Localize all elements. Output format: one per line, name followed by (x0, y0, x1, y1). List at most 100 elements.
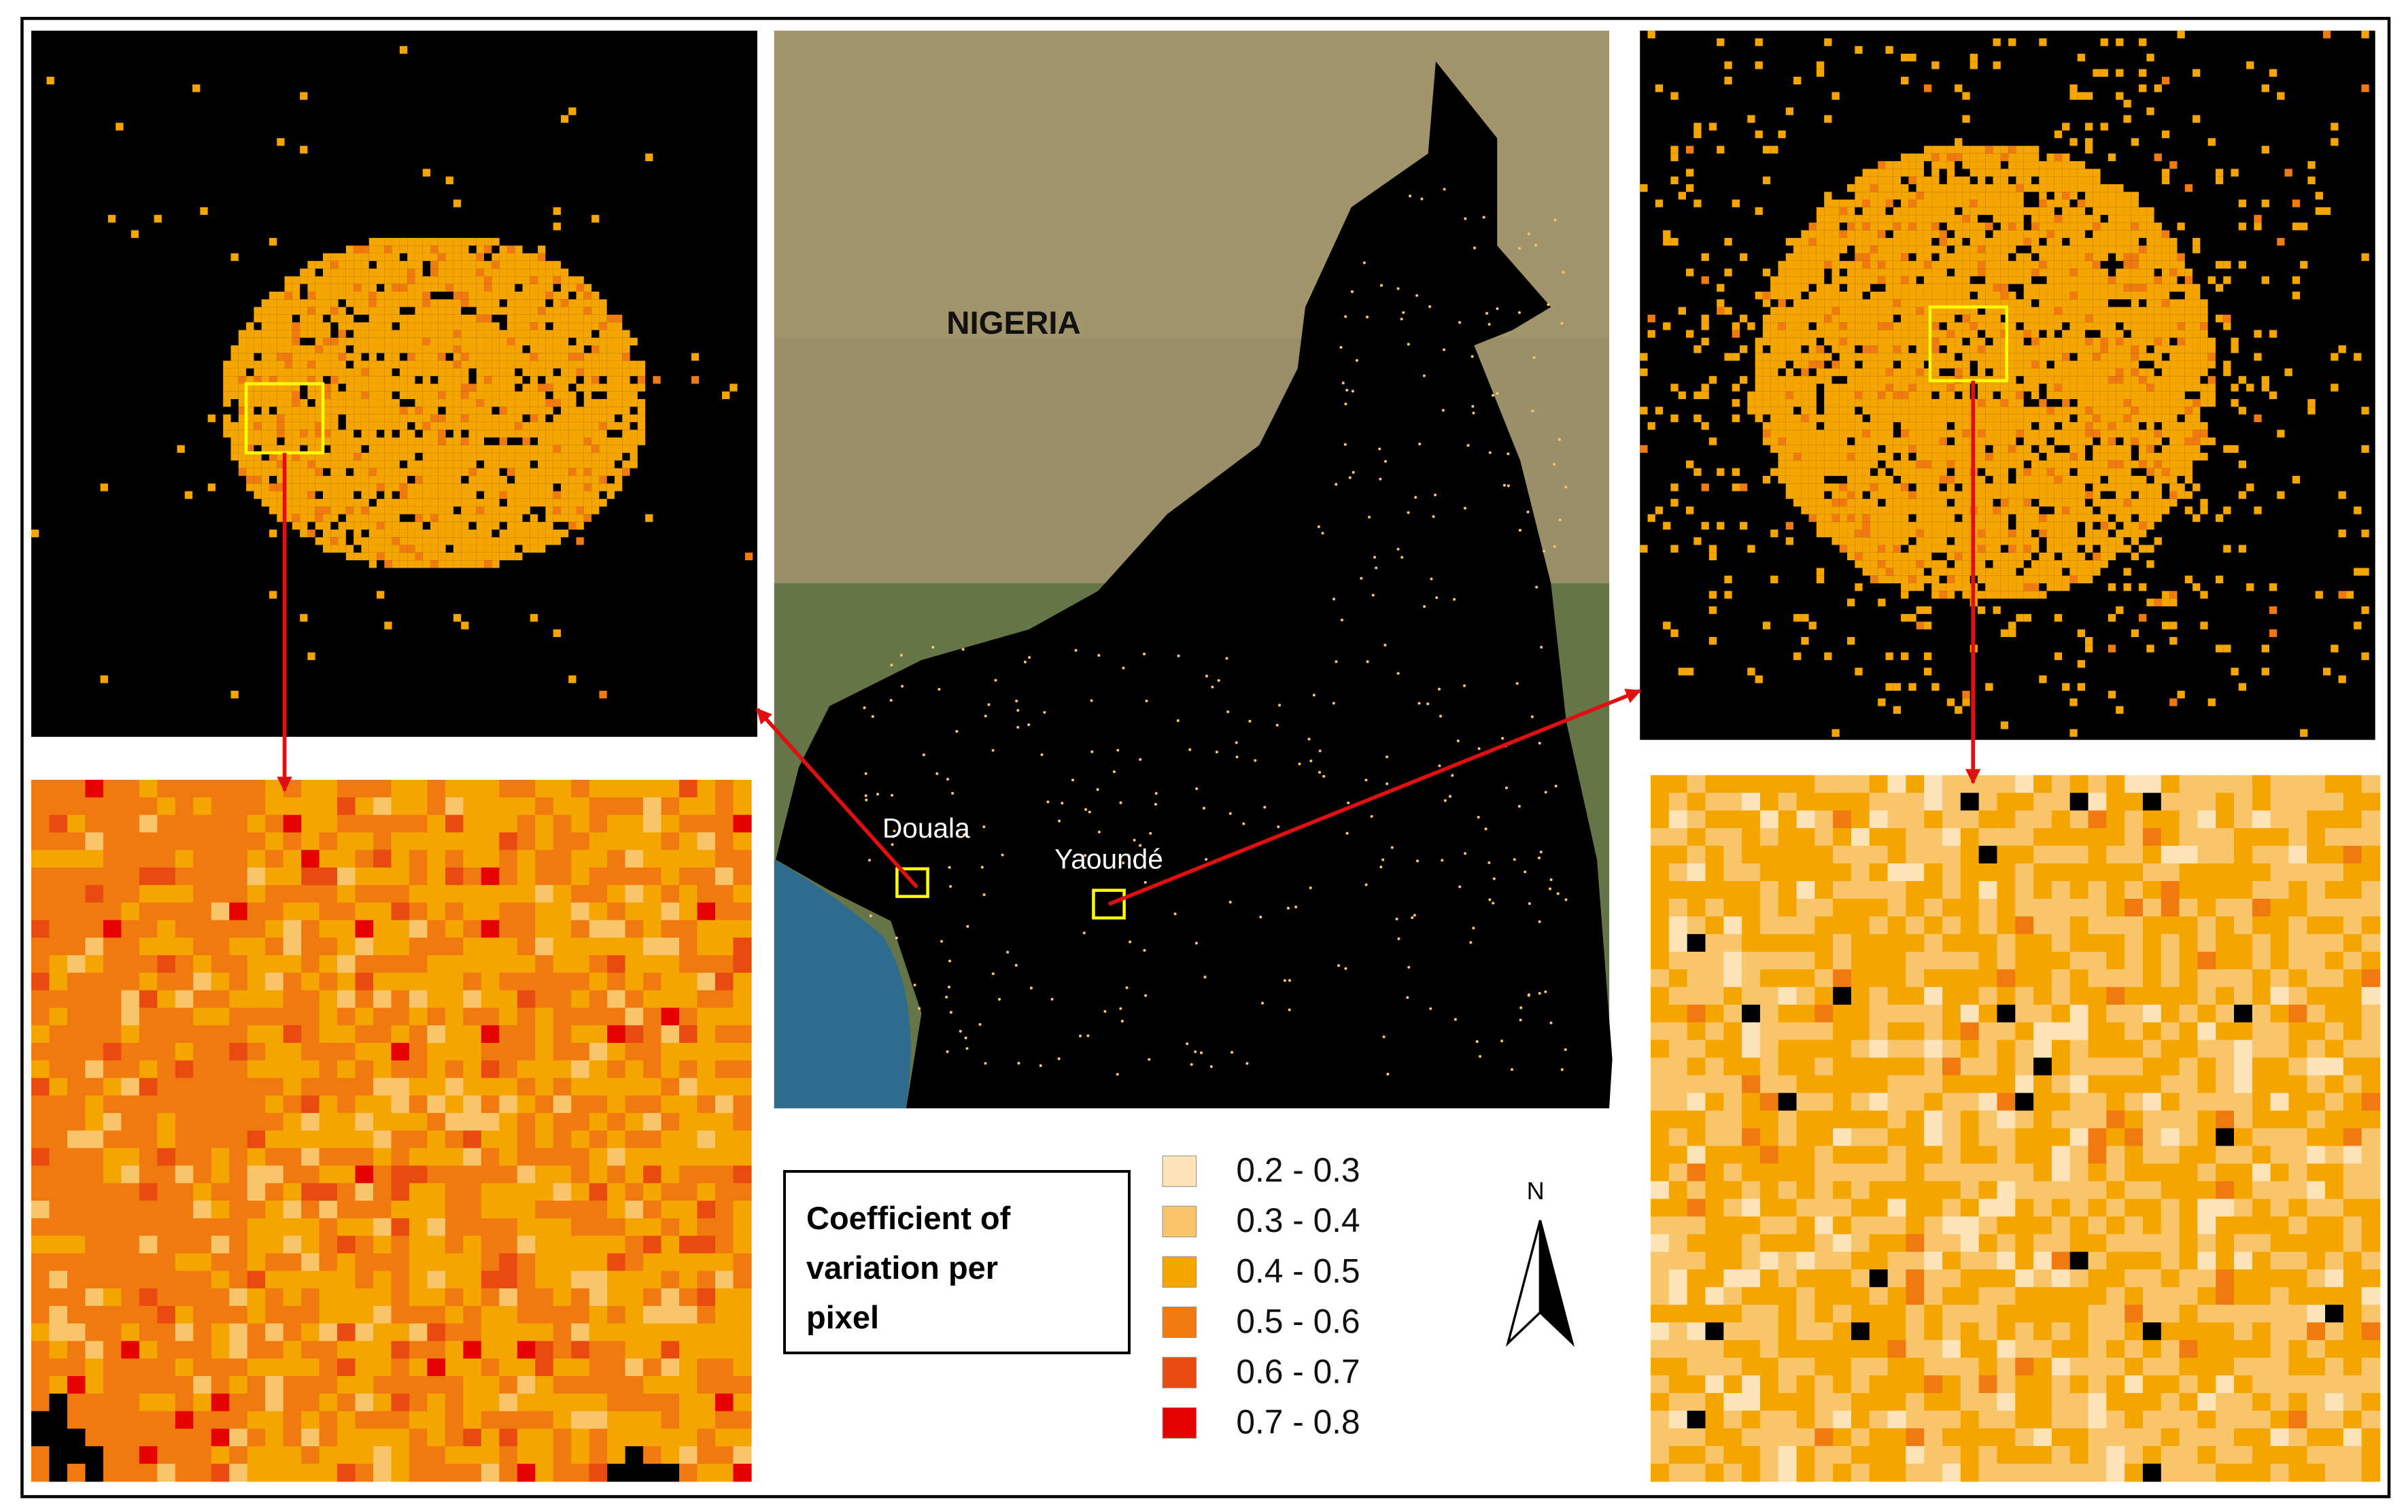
pixel (292, 468, 300, 476)
pixel (300, 498, 308, 507)
pixel (1955, 552, 1963, 561)
pixel (1785, 468, 1794, 476)
dot (1016, 708, 1020, 712)
pixel (606, 437, 615, 445)
pixel (1739, 376, 1748, 384)
pixel (330, 514, 339, 522)
pixel (1931, 560, 1940, 568)
pixel (345, 284, 354, 292)
pixel (322, 414, 331, 422)
pixel (522, 299, 530, 307)
pixel (506, 260, 515, 269)
pixel (1885, 514, 1893, 522)
pixel (1785, 383, 1794, 392)
pixel (1985, 353, 1993, 361)
pixel (553, 337, 561, 346)
pixel (1640, 184, 1648, 192)
pixel (2100, 529, 2108, 538)
pixel (1901, 299, 1909, 307)
pixel (1977, 199, 1986, 207)
pixel (1985, 199, 1993, 207)
pixel (538, 269, 546, 277)
pixel (277, 445, 285, 453)
pixel (522, 453, 530, 461)
pixel (1939, 253, 1947, 261)
pixel (461, 260, 469, 269)
pixel (284, 506, 292, 515)
pixel (2131, 138, 2139, 146)
pixel (2077, 568, 2086, 576)
pixel (1824, 207, 1832, 216)
pixel (2177, 437, 2185, 445)
pixel (2000, 583, 2009, 591)
pixel (1985, 430, 1993, 438)
pixel (1801, 376, 1809, 384)
pixel (1878, 560, 1886, 568)
pixel (492, 430, 500, 438)
pixel (1916, 207, 1924, 216)
pixel (307, 483, 315, 492)
pixel (2123, 245, 2131, 254)
dot (1496, 307, 1499, 311)
pixel (422, 430, 431, 438)
pixel (2023, 230, 2031, 238)
pixel (2039, 437, 2047, 445)
pixel (445, 506, 453, 515)
pixel (2016, 468, 2024, 476)
pixel (2169, 299, 2178, 307)
pixel (2116, 353, 2124, 361)
pixel (1946, 260, 1955, 269)
pixel (1801, 360, 1809, 368)
pixel (392, 514, 400, 522)
pixel (238, 422, 247, 430)
pixel (1916, 368, 1924, 377)
pixel (2177, 391, 2185, 400)
pixel (300, 330, 308, 338)
pixel (1955, 445, 1963, 453)
pixel (1893, 545, 1902, 553)
pixel (307, 299, 315, 307)
pixel (2085, 145, 2093, 154)
pixel (2000, 460, 2009, 468)
pixel (2031, 560, 2040, 568)
pixel (2077, 207, 2086, 216)
pixel (2108, 314, 2116, 323)
pixel (1923, 414, 1932, 422)
pixel (284, 414, 292, 422)
pixel (530, 322, 538, 330)
pixel (438, 537, 446, 545)
pixel (453, 414, 462, 422)
pixel (1808, 345, 1817, 354)
pixel (330, 475, 339, 484)
pixel (453, 260, 462, 269)
pixel (538, 245, 546, 254)
pixel (2069, 307, 2078, 315)
pixel (1801, 498, 1809, 507)
pixel (515, 330, 523, 338)
pixel (614, 391, 623, 400)
pixel (2008, 407, 2016, 415)
pixel (107, 215, 116, 223)
pixel (553, 360, 561, 368)
pixel (300, 506, 308, 515)
pixel (583, 314, 592, 323)
pixel (484, 430, 492, 438)
pixel (614, 345, 623, 354)
pixel (384, 314, 392, 323)
pixel (1901, 353, 1909, 361)
pixel (392, 445, 400, 453)
pixel (1808, 330, 1817, 338)
pixel (2116, 475, 2124, 484)
pixel (1878, 314, 1886, 323)
pixel (1855, 514, 1863, 522)
pixel (246, 483, 254, 492)
pixel (1893, 483, 1902, 492)
pixel (1855, 506, 1863, 515)
pixel (2016, 222, 2024, 230)
pixel (2169, 360, 2178, 368)
pixel (2116, 399, 2124, 407)
pixel (2046, 537, 2054, 545)
pixel (438, 368, 446, 377)
pixel (1931, 583, 1940, 591)
pixel (461, 491, 469, 499)
